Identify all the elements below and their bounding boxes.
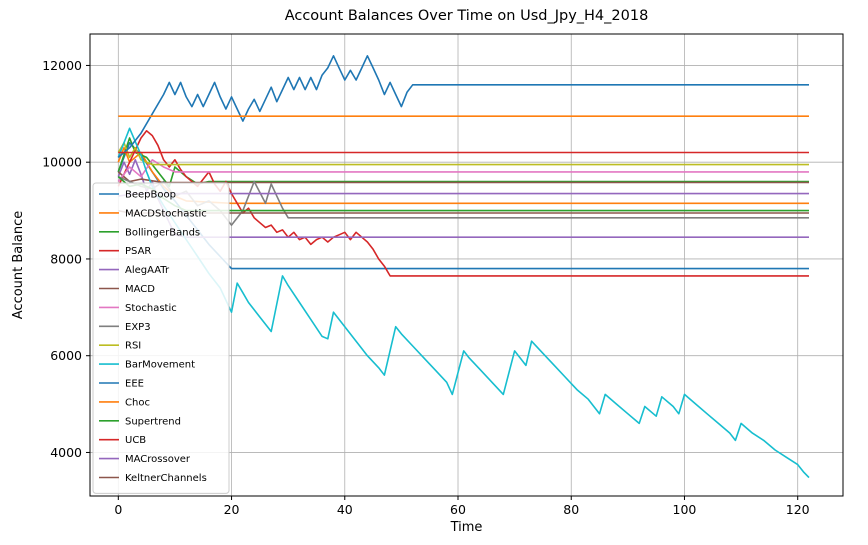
legend-entry-label: EXP3 xyxy=(125,322,151,333)
legend-entry-label: BeepBoop xyxy=(125,190,176,201)
y-tick-label: 12000 xyxy=(42,58,82,73)
legend-entry-label: MACDStochastic xyxy=(125,208,207,219)
legend-entry-label: MACD xyxy=(125,284,155,295)
legend-entry-label: MACrossover xyxy=(125,454,191,465)
legend-entry-label: UCB xyxy=(125,435,146,446)
x-tick-label: 60 xyxy=(450,502,466,517)
chart-title: Account Balances Over Time on Usd_Jpy_H4… xyxy=(285,8,649,24)
legend-entry-label: Choc xyxy=(125,397,150,408)
y-tick-label: 6000 xyxy=(50,348,82,363)
legend-entry-label: BollingerBands xyxy=(125,227,200,238)
x-tick-label: 20 xyxy=(224,502,240,517)
legend-entry-label: PSAR xyxy=(125,246,151,257)
x-tick-label: 80 xyxy=(563,502,579,517)
series-line-eee xyxy=(117,54,809,159)
legend-entry-label: AlegAATr xyxy=(125,265,170,276)
x-tick-label: 100 xyxy=(673,502,697,517)
legend-entry-label: RSI xyxy=(125,341,141,352)
x-axis-label: Time xyxy=(450,520,483,535)
y-tick-label: 10000 xyxy=(42,155,82,170)
legend-entry-label: BarMovement xyxy=(125,360,195,371)
legend-entry-label: EEE xyxy=(125,379,144,390)
legend-entry-label: Supertrend xyxy=(125,416,181,427)
x-tick-label: 0 xyxy=(114,502,122,517)
series-line-barmovement xyxy=(117,127,810,479)
x-tick-label: 40 xyxy=(337,502,353,517)
plot-frame xyxy=(89,33,844,497)
axis-ticks: 0 20 40 60 80 100 120 4000 6000 8000 10000 12000 xyxy=(42,58,809,517)
x-tick-label: 120 xyxy=(786,502,810,517)
legend: BeepBoopMACDStochasticBollingerBandsPSAR… xyxy=(92,182,230,494)
legend-entry-label: Stochastic xyxy=(125,303,177,314)
series-line-stochastic xyxy=(117,159,809,182)
y-tick-label: 4000 xyxy=(50,445,82,460)
series-line-psar xyxy=(117,130,809,277)
y-axis-label: Account Balance xyxy=(11,211,26,319)
series-line-macd xyxy=(117,171,809,184)
legend-box xyxy=(92,182,230,494)
y-tick-label: 8000 xyxy=(50,251,82,266)
legend-entry-label: KeltnerChannels xyxy=(125,473,207,484)
